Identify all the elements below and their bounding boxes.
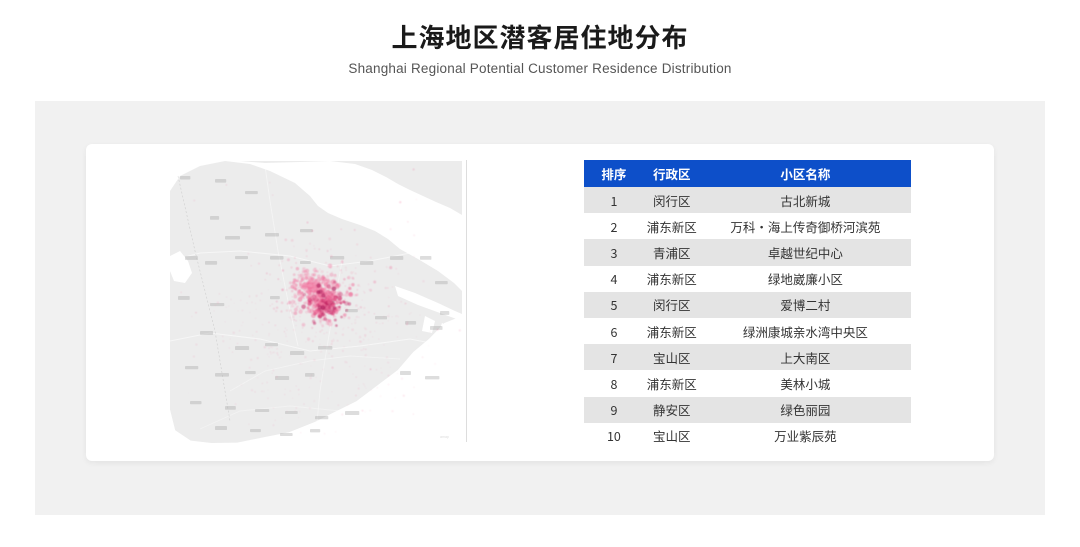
- svg-text:amap: amap: [440, 435, 449, 439]
